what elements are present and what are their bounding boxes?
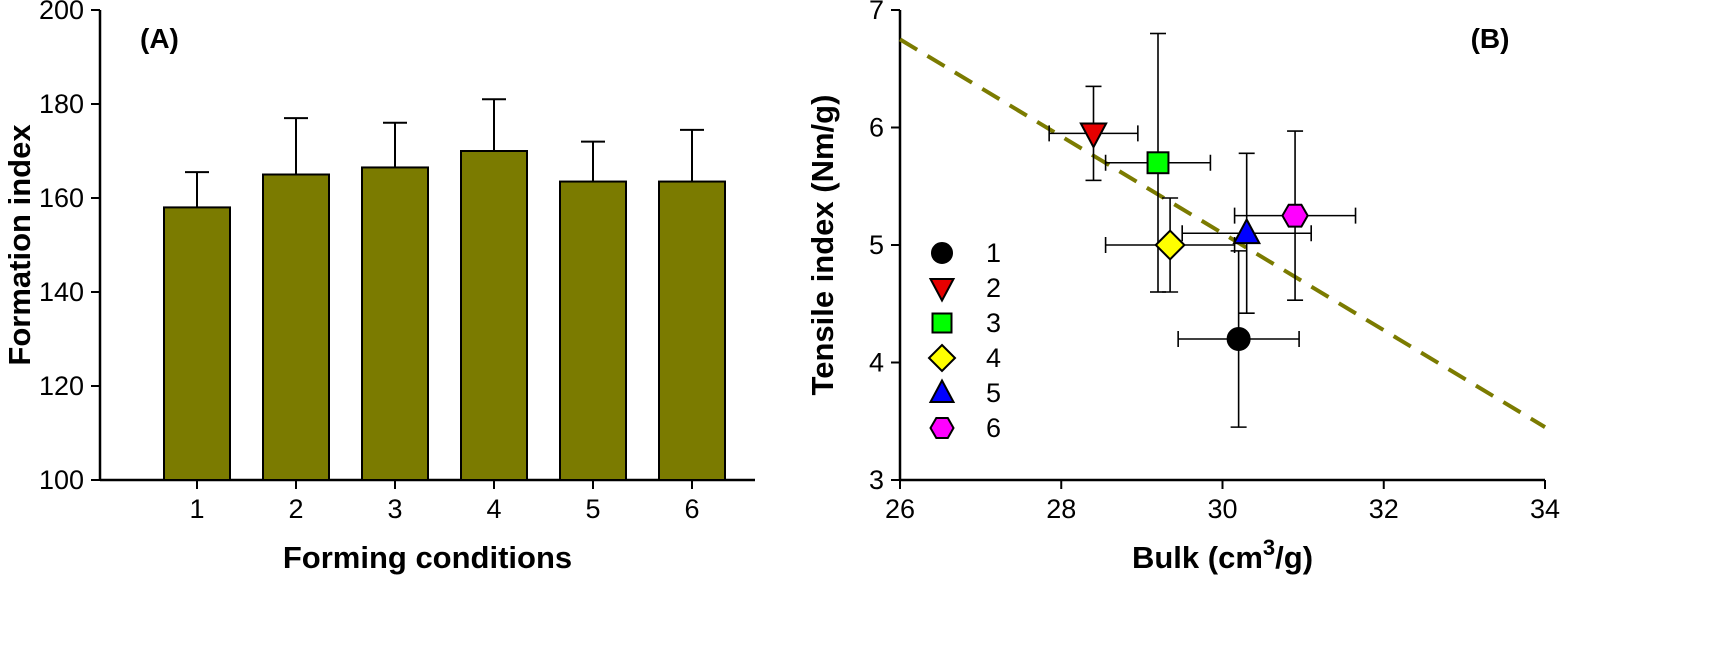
legend-marker	[931, 242, 953, 264]
bar	[658, 180, 726, 482]
legend-label: 2	[986, 273, 1001, 303]
scatter-point	[1154, 229, 1186, 261]
y-tick-label: 7	[869, 0, 884, 25]
legend-marker	[928, 378, 956, 403]
legend: 1 2 3 4 5 6	[927, 238, 1001, 443]
scatter-point	[1079, 122, 1108, 150]
x-axis-title: Forming conditions	[283, 540, 572, 575]
panel-a-label: (A)	[140, 23, 179, 54]
legend-label: 3	[986, 308, 1001, 338]
x-tick-label: 30	[1207, 494, 1237, 524]
scatter-point	[1281, 203, 1309, 228]
legend-marker	[929, 417, 955, 439]
legend-marker	[927, 343, 957, 373]
x-tick-label: 5	[585, 494, 600, 524]
y-tick-label: 100	[39, 465, 84, 495]
bar	[262, 173, 330, 481]
y-tick-label: 5	[869, 230, 884, 260]
trend-line	[898, 37, 1547, 429]
y-axis-title: Tensile index (Nm/g)	[805, 95, 840, 396]
legend-label: 4	[986, 343, 1001, 373]
y-tick-label: 180	[39, 89, 84, 119]
y-tick-label: 120	[39, 371, 84, 401]
bar	[460, 150, 528, 481]
panel-b-label: (B)	[1471, 23, 1510, 54]
legend-marker	[928, 278, 956, 303]
legend-label: 1	[986, 238, 1001, 268]
bar	[361, 166, 429, 481]
x-tick-label: 4	[486, 494, 501, 524]
x-axis-title: Bulk (cm3/g)	[1132, 535, 1313, 575]
scatter-point	[1226, 327, 1251, 351]
y-tick-label: 3	[869, 465, 884, 495]
y-tick-label: 6	[869, 113, 884, 143]
scatter-point	[1146, 151, 1170, 175]
panel-a-bar-chart: 100 120 140 160 180 200 1 2 3 4 5 6 (A) Forming condi…	[2, 0, 755, 575]
x-tick-label: 6	[684, 494, 699, 524]
bar	[163, 206, 231, 481]
x-tick-label: 32	[1369, 494, 1399, 524]
x-tick-label: 2	[288, 494, 303, 524]
legend-label: 6	[986, 413, 1001, 443]
y-axis-title: Formation index	[2, 124, 37, 366]
legend-marker	[931, 312, 953, 334]
scatter-point	[1232, 217, 1262, 245]
x-tick-label: 28	[1046, 494, 1076, 524]
x-tick-label: 34	[1530, 494, 1560, 524]
y-tick-label: 140	[39, 277, 84, 307]
y-tick-label: 160	[39, 183, 84, 213]
bar	[559, 180, 627, 482]
x-tick-label: 3	[387, 494, 402, 524]
x-tick-label: 26	[885, 494, 915, 524]
y-tick-label: 4	[869, 348, 884, 378]
x-tick-label: 1	[189, 494, 204, 524]
legend-label: 5	[986, 378, 1001, 408]
y-tick-label: 200	[39, 0, 84, 25]
